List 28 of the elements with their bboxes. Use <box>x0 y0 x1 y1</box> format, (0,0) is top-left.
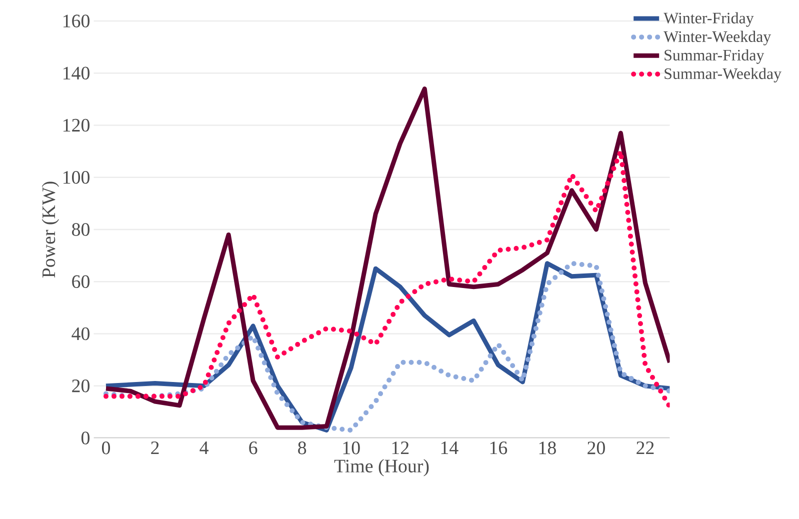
x-tick-label: 2 <box>151 442 159 454</box>
x-tick-label: 14 <box>441 442 458 454</box>
y-tick-label: 20 <box>72 379 90 392</box>
x-tick-label: 20 <box>588 442 605 454</box>
legend-label: Winter-Friday <box>664 12 754 27</box>
x-tick-label: 6 <box>249 442 258 454</box>
y-tick-label: 120 <box>63 118 90 132</box>
x-tick-label: 4 <box>200 442 208 454</box>
legend-label: Winter-Weekday <box>664 30 772 46</box>
x-tick-label: 8 <box>298 442 306 454</box>
y-tick-label: 100 <box>63 170 90 184</box>
y-tick-label: 40 <box>72 327 90 340</box>
y-tick-label: 0 <box>81 432 90 444</box>
legend-label: Summar-Weekday <box>664 68 782 82</box>
y-tick-label: 60 <box>72 275 90 288</box>
legend-label: Summar-Friday <box>664 49 764 64</box>
x-tick-label: 0 <box>102 442 110 454</box>
y-tick-label: 80 <box>72 223 90 236</box>
x-tick-label: 12 <box>392 442 409 454</box>
x-tick-label: 18 <box>539 442 556 454</box>
x-tick-label: 16 <box>490 442 508 454</box>
y-tick-label: 160 <box>63 14 90 28</box>
x-axis-title: Time (Hour) <box>334 459 429 476</box>
y-axis-title: Power (KW) <box>42 182 59 278</box>
y-tick-label: 140 <box>63 66 90 80</box>
x-tick-label: 10 <box>343 442 360 454</box>
line-series <box>104 86 670 430</box>
x-tick-label: 22 <box>636 442 654 454</box>
